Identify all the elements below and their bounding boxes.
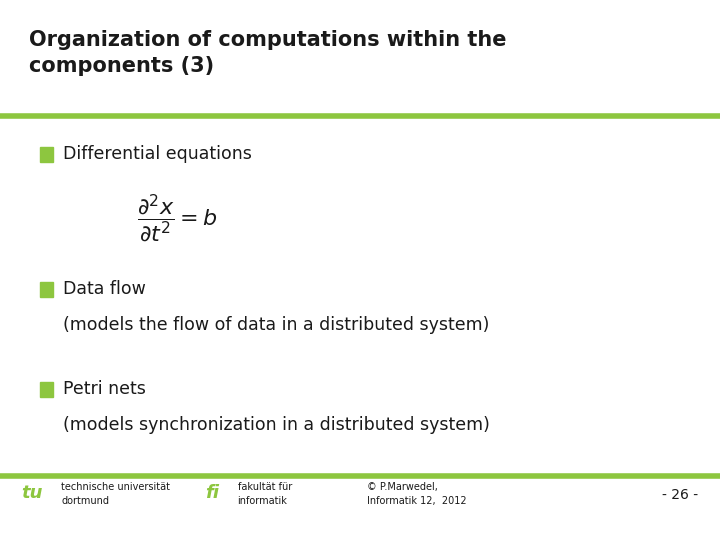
Bar [40,282,53,297]
Text: Differential equations: Differential equations [63,145,251,164]
Text: $\dfrac{\partial^2 x}{\partial t^2} = b$: $\dfrac{\partial^2 x}{\partial t^2} = b$ [137,193,217,245]
Text: © P.Marwedel,: © P.Marwedel, [367,482,438,492]
Text: tu: tu [22,484,43,502]
Text: - 26 -: - 26 - [662,488,698,502]
Text: Informatik 12,  2012: Informatik 12, 2012 [367,496,467,505]
Text: dortmund: dortmund [61,496,109,505]
Text: fi: fi [205,484,219,502]
Text: Petri nets: Petri nets [63,380,145,399]
Text: technische universität: technische universität [61,482,170,492]
Text: Organization of computations within the
components (3): Organization of computations within the … [29,30,506,76]
Text: (models synchronization in a distributed system): (models synchronization in a distributed… [63,416,490,434]
Bar [40,382,53,397]
Text: informatik: informatik [238,496,287,505]
Text: (models the flow of data in a distributed system): (models the flow of data in a distribute… [63,316,489,334]
Bar [40,147,53,162]
Text: Data flow: Data flow [63,280,145,299]
Text: fakultät für: fakultät für [238,482,292,492]
